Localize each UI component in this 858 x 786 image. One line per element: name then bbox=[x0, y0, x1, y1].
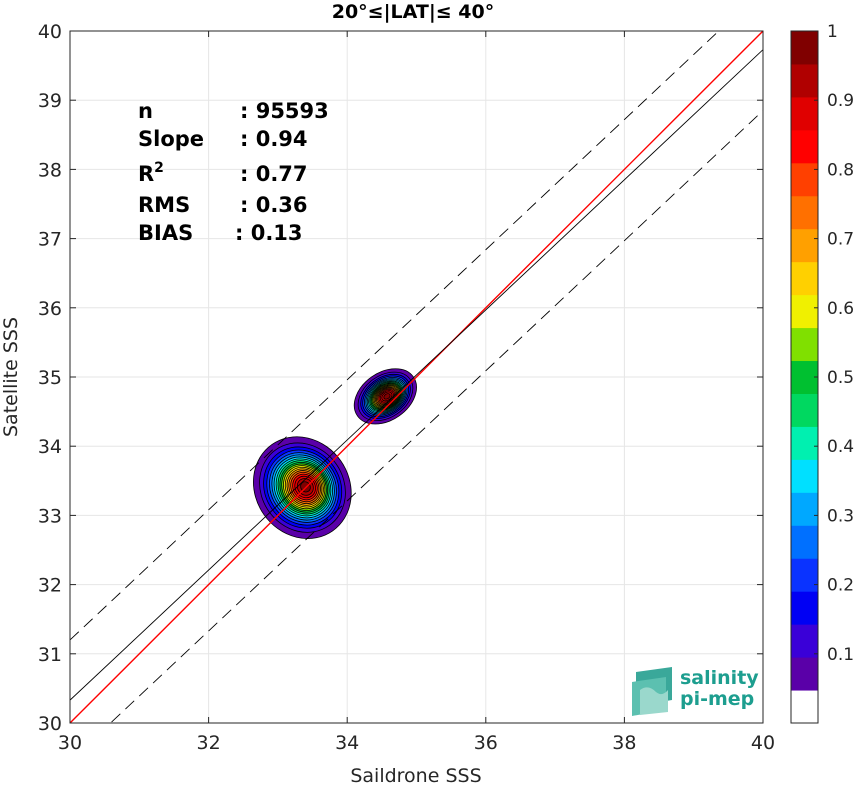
colorbar-segment-13 bbox=[791, 261, 818, 296]
colorbar-tick-label-8: 0.9 bbox=[827, 91, 854, 111]
wave-logo-icon bbox=[632, 667, 672, 716]
stat-value-2: : 0.77 bbox=[240, 162, 308, 186]
colorbar-tick-label-1: 0.2 bbox=[827, 576, 854, 596]
salinity-pi-mep-logo: salinity pi-mep bbox=[632, 667, 759, 716]
grid-lines bbox=[69, 30, 764, 724]
upper-bound-line bbox=[70, 31, 720, 641]
stat-value-1: : 0.94 bbox=[240, 127, 308, 151]
x-axis-ticks: 30 32 34 36 38 40 bbox=[58, 31, 775, 754]
chart-title: 20°≤|LAT|≤ 40° bbox=[332, 1, 495, 23]
colorbar-tick-label-0: 0.1 bbox=[827, 645, 854, 665]
y-tick-label-10: 40 bbox=[38, 21, 62, 43]
colorbar-segment-5 bbox=[791, 525, 818, 559]
y-axis-label: Satellite SSS bbox=[0, 317, 22, 437]
colorbar-segment-6 bbox=[791, 492, 818, 526]
x-axis-label: Saildrone SSS bbox=[350, 765, 481, 786]
y-tick-label-3: 33 bbox=[38, 505, 62, 527]
colorbar-tick-label-5: 0.6 bbox=[827, 299, 854, 319]
lower-bound-line bbox=[109, 110, 763, 723]
colorbar-segment-16 bbox=[791, 162, 818, 197]
stat-value-0: : 95593 bbox=[240, 99, 329, 123]
logo-text-salinity: salinity bbox=[680, 667, 759, 689]
colorbar-tick-label-2: 0.3 bbox=[827, 506, 854, 526]
colorbar-segment-4 bbox=[791, 558, 818, 592]
reference-lines bbox=[70, 31, 763, 723]
logo-text-pimep: pi-mep bbox=[680, 688, 754, 710]
colorbar-segment-14 bbox=[791, 228, 818, 263]
stat-label-4: BIAS bbox=[138, 221, 193, 245]
regression-line bbox=[70, 49, 763, 701]
colorbar-segment-3 bbox=[791, 591, 818, 625]
y-tick-label-8: 38 bbox=[38, 159, 62, 181]
y-tick-label-0: 30 bbox=[38, 713, 62, 735]
stat-label-3: RMS bbox=[138, 193, 190, 217]
x-tick-label-0: 30 bbox=[58, 732, 82, 754]
density-contours bbox=[253, 368, 417, 539]
colorbar: 0.1 0.2 0.3 0.4 0.5 0.6 0.7 0.8 0.9 1 bbox=[790, 22, 854, 724]
x-tick-label-2: 34 bbox=[335, 732, 359, 754]
colorbar-segment-8 bbox=[791, 426, 818, 460]
y-tick-label-4: 34 bbox=[38, 436, 62, 458]
colorbar-segment-18 bbox=[791, 96, 818, 131]
x-tick-label-1: 32 bbox=[197, 732, 221, 754]
colorbar-tick-label-6: 0.7 bbox=[827, 230, 854, 250]
y-tick-label-2: 32 bbox=[38, 575, 62, 597]
colorbar-segment-1 bbox=[791, 657, 818, 691]
y-tick-label-5: 35 bbox=[38, 367, 62, 389]
colorbar-segment-10 bbox=[791, 360, 818, 394]
colorbar-segment-2 bbox=[791, 624, 818, 658]
density-contour-1-20 bbox=[383, 393, 391, 400]
colorbar-segment-20 bbox=[791, 31, 818, 65]
stat-label-0: n bbox=[138, 99, 153, 123]
colorbar-segment-7 bbox=[791, 459, 818, 493]
colorbar-segment-17 bbox=[791, 129, 818, 164]
x-tick-label-5: 40 bbox=[751, 732, 775, 754]
y-tick-label-9: 39 bbox=[38, 90, 62, 112]
stat-value-4: : 0.13 bbox=[235, 221, 303, 245]
colorbar-segment-12 bbox=[791, 294, 818, 329]
stat-superscript-2: 2 bbox=[154, 160, 164, 176]
x-tick-label-4: 38 bbox=[612, 732, 636, 754]
colorbar-segment-15 bbox=[791, 195, 818, 230]
y-axis-ticks: 30 31 32 33 34 35 36 37 38 39 40 bbox=[38, 21, 763, 735]
stat-label-1: Slope bbox=[138, 127, 204, 151]
y-tick-label-1: 31 bbox=[38, 644, 62, 666]
colorbar-segment-0 bbox=[791, 690, 818, 724]
colorbar-tick-label-7: 0.8 bbox=[827, 160, 854, 180]
x-tick-label-3: 36 bbox=[474, 732, 498, 754]
colorbar-segment-19 bbox=[791, 63, 818, 98]
colorbar-segment-11 bbox=[791, 327, 818, 362]
colorbar-segment-9 bbox=[791, 393, 818, 427]
one-to-one-line bbox=[70, 31, 763, 723]
y-tick-label-7: 37 bbox=[38, 229, 62, 251]
colorbar-tick-label-4: 0.5 bbox=[827, 368, 854, 388]
colorbar-tick-label-3: 0.4 bbox=[827, 437, 854, 457]
stat-value-3: : 0.36 bbox=[240, 193, 308, 217]
y-tick-label-6: 36 bbox=[38, 298, 62, 320]
colorbar-tick-label-9: 1 bbox=[827, 22, 838, 42]
